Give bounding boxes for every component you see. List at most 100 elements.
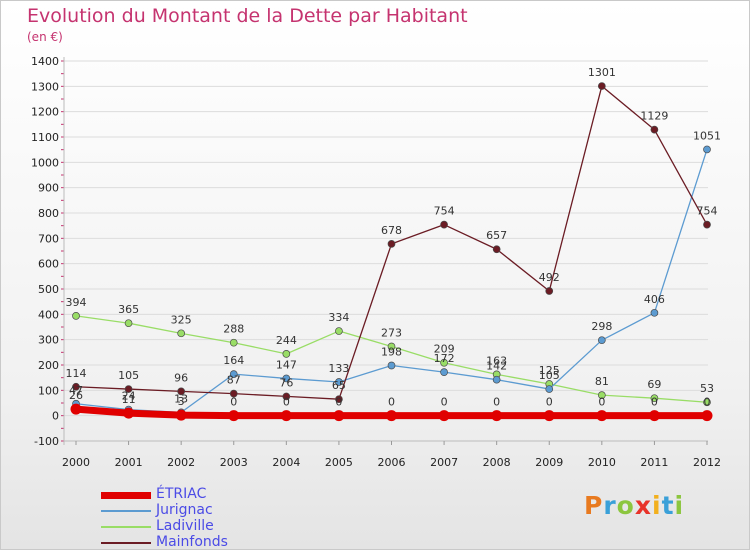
legend-item: Jurignac [101,502,301,519]
data-point [543,410,555,422]
data-point [440,358,448,367]
logo-letter: x [634,491,652,520]
logo: Proxiti [584,491,684,520]
x-tick-label: 2000 [62,456,90,469]
data-label: 87 [227,374,241,387]
data-point [335,327,343,335]
y-tick-label: 1400 [31,55,59,68]
data-point [648,410,660,422]
legend-label: ÉTRIAC [156,486,207,502]
y-tick-label: -100 [34,435,59,448]
x-tick-label: 2003 [220,456,248,469]
data-label: 0 [651,396,658,409]
data-point [650,394,659,403]
data-label: 81 [595,375,609,388]
data-point [72,382,80,391]
data-point [387,240,396,248]
data-point [703,398,711,407]
data-point [282,374,291,383]
data-label: 105 [118,369,139,382]
data-label: 492 [539,271,560,284]
data-point [177,329,186,338]
legend-swatch [101,542,151,544]
data-label: 133 [328,362,349,375]
data-label: 406 [644,293,665,306]
data-label: 0 [230,396,237,409]
data-label: 394 [66,296,87,309]
logo-letter: P [584,491,604,520]
data-label: 365 [118,303,139,316]
data-label: 114 [66,367,87,380]
data-point [229,370,238,378]
data-label: 76 [279,376,293,389]
data-point [333,410,345,422]
data-point [650,125,659,134]
data-label: 1051 [693,129,721,142]
legend-swatch [101,491,151,499]
y-tick-label: 200 [38,359,59,372]
data-point [545,385,554,393]
data-label: 164 [223,354,244,367]
data-label: 0 [704,396,711,409]
y-tick-label: 300 [38,334,59,347]
data-point [175,409,187,421]
data-label: 288 [223,323,244,336]
data-label: 273 [381,327,402,340]
x-tick-label: 2005 [325,456,353,469]
logo-letter: t [661,491,675,520]
data-label: 65 [332,379,346,392]
x-tick-label: 2006 [378,456,406,469]
legend-item: Mainfonds [101,534,301,551]
data-point [70,403,82,415]
data-point [282,350,291,358]
data-label: 657 [486,229,507,242]
data-label: 325 [171,313,192,326]
chart-unit: (en €) [27,30,63,44]
y-tick-label: 700 [38,232,59,245]
data-label: 209 [434,343,455,356]
legend-label: Jurignac [156,502,213,518]
data-label: 244 [276,334,297,347]
x-tick-label: 2009 [535,456,563,469]
logo-letter: i [674,491,685,520]
legend-item: ÉTRIAC [101,486,301,503]
data-point [123,407,135,419]
data-label: 0 [388,396,395,409]
chart-title: Evolution du Montant de la Dette par Hab… [27,5,468,27]
logo-letter: i [652,491,662,520]
data-label: 105 [539,369,560,382]
x-tick-label: 2007 [430,456,458,469]
data-label: 198 [381,346,402,359]
y-tick-label: 800 [38,207,59,220]
x-tick-label: 2010 [588,456,616,469]
data-label: 0 [546,396,553,409]
data-label: 172 [434,352,455,365]
data-label: 3 [178,395,185,408]
legend: ÉTRIAC Jurignac Ladiville Mainfonds [101,486,301,551]
data-point [124,319,133,328]
data-point [440,368,448,376]
data-point [280,410,292,422]
data-label: 125 [539,364,560,377]
data-label: 147 [276,358,297,371]
data-point [703,220,711,229]
data-label: 678 [381,224,402,237]
y-tick-label: 1200 [31,106,59,119]
y-tick-label: 400 [38,308,59,321]
x-tick-label: 2008 [483,456,511,469]
data-point [72,312,80,320]
data-point [597,336,606,345]
data-label: 24 [122,390,136,403]
data-point [596,410,608,422]
x-tick-label: 2004 [272,456,300,469]
data-point [229,338,238,347]
data-label: 0 [283,396,290,409]
y-tick-label: 0 [52,410,59,423]
data-label: 1301 [588,66,616,79]
data-label: 11 [122,393,136,406]
data-point [438,410,450,422]
legend-swatch [101,526,151,528]
data-point [650,308,659,317]
data-point [229,389,238,398]
